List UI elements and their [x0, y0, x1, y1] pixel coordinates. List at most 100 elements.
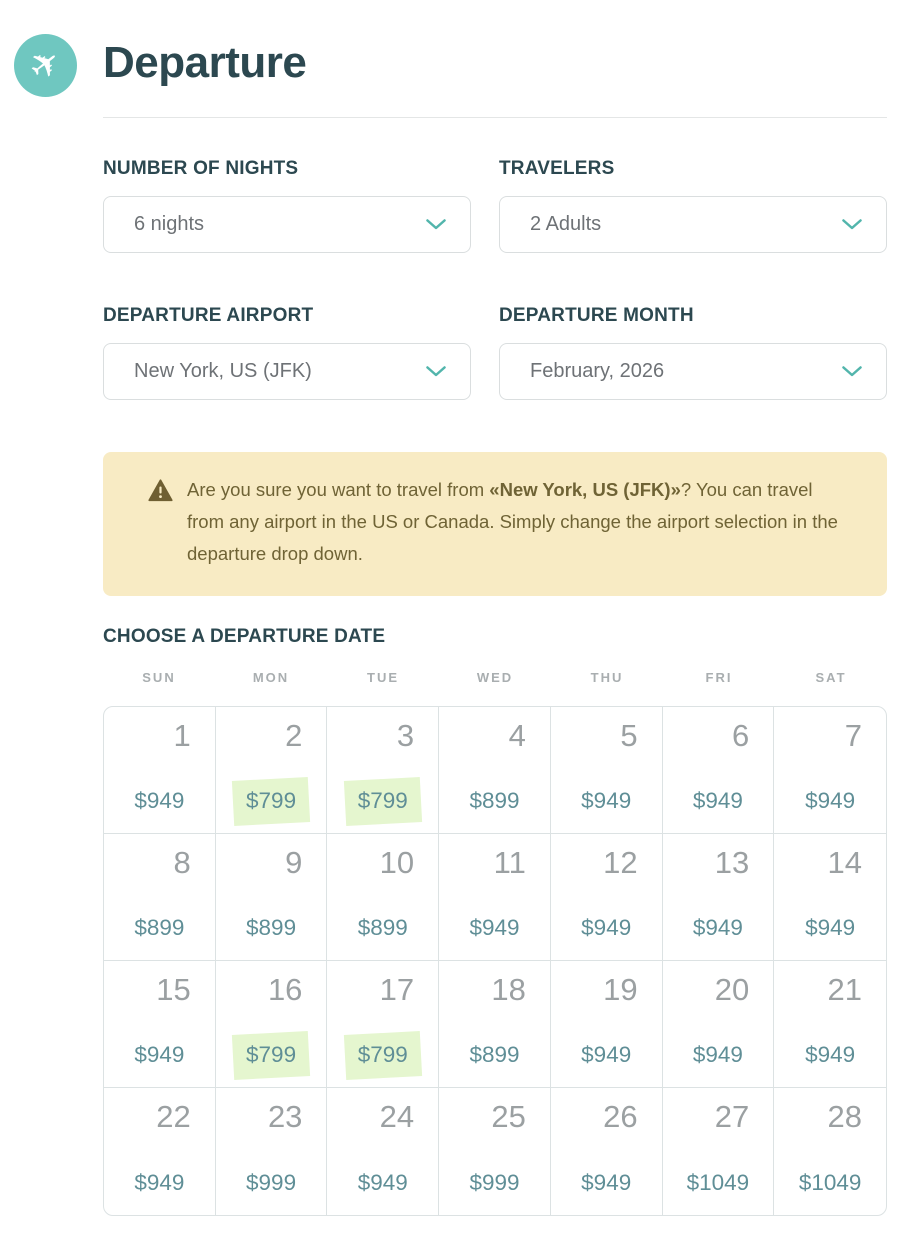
cell-date: 5: [620, 718, 638, 753]
cell-price: $949: [134, 789, 184, 813]
calendar-cell[interactable]: 12 $949: [550, 834, 663, 961]
price-text: $949: [692, 1042, 743, 1067]
price-text: $949: [805, 915, 856, 940]
price-text: $949: [805, 1042, 856, 1067]
cell-price: $799: [343, 777, 422, 826]
cell-price: $899: [469, 789, 519, 813]
cell-date: 22: [156, 1099, 191, 1134]
cell-price: $999: [246, 1171, 296, 1195]
price-text: $1049: [686, 1170, 750, 1195]
cell-price: $949: [693, 916, 743, 940]
calendar-cell[interactable]: 6 $949: [662, 707, 775, 834]
cell-date: 26: [603, 1099, 638, 1134]
day-header-wed: WED: [476, 670, 514, 685]
price-text: $949: [357, 1170, 408, 1195]
travelers-select-value: 2 Adults: [530, 213, 602, 235]
price-text: $999: [469, 1170, 520, 1195]
cell-price: $899: [358, 916, 408, 940]
day-header-sun: SUN: [142, 670, 176, 685]
price-text: $799: [246, 1042, 297, 1067]
calendar-cell[interactable]: 15 $949: [104, 961, 216, 1088]
warning-airport-bold: «New York, US (JFK)»: [489, 479, 681, 500]
price-text: $949: [134, 1170, 185, 1195]
calendar-cell[interactable]: 14 $949: [774, 834, 886, 961]
calendar-cell[interactable]: 23 $999: [216, 1088, 328, 1215]
nights-label: NUMBER OF NIGHTS: [103, 158, 299, 179]
cell-date: 3: [396, 718, 415, 753]
chevron-down-icon: [426, 366, 446, 377]
price-text: $799: [357, 788, 408, 813]
month-select-value: February, 2026: [530, 360, 665, 382]
travelers-select[interactable]: 2 Adults: [499, 196, 887, 253]
calendar-cell[interactable]: 19 $949: [550, 961, 663, 1088]
calendar-cell[interactable]: 16 $799: [215, 961, 328, 1088]
calendar-cell[interactable]: 2 $799: [215, 707, 328, 834]
calendar-cell[interactable]: 17 $799: [327, 961, 440, 1088]
calendar-cell[interactable]: 26 $949: [551, 1088, 663, 1215]
day-header-fri: FRI: [705, 670, 733, 685]
price-text: $799: [246, 788, 297, 813]
day-headers-row: SUN MON TUE WED THU FRI SAT: [103, 670, 887, 685]
cell-price: $949: [134, 1171, 184, 1195]
cell-price: $949: [581, 916, 631, 940]
cell-date: 19: [603, 972, 638, 1007]
calendar-cell[interactable]: 1 $949: [104, 707, 216, 834]
calendar-cell[interactable]: 10 $899: [327, 834, 440, 961]
field-number-of-nights: NUMBER OF NIGHTS 6 nights: [103, 158, 471, 253]
cell-date: 17: [379, 972, 415, 1007]
calendar-cell[interactable]: 27 $1049: [663, 1088, 775, 1215]
calendar-cell[interactable]: 20 $949: [662, 961, 775, 1088]
nights-select[interactable]: 6 nights: [103, 196, 471, 253]
nights-select-value: 6 nights: [134, 213, 205, 235]
price-text: $899: [134, 915, 185, 940]
cell-price: $949: [805, 789, 855, 813]
price-text: $949: [469, 915, 520, 940]
price-text: $999: [246, 1170, 297, 1195]
trip-options-form: NUMBER OF NIGHTS 6 nights TRAVELERS 2 Ad…: [103, 158, 887, 400]
calendar-cell[interactable]: 9 $899: [215, 834, 328, 961]
cell-price: $899: [246, 916, 296, 940]
cell-price: $1049: [687, 1171, 750, 1195]
calendar-cell[interactable]: 24 $949: [327, 1088, 440, 1215]
cell-date: 27: [714, 1099, 750, 1134]
price-text: $949: [134, 1042, 185, 1067]
travelers-label: TRAVELERS: [499, 158, 615, 179]
page-header: ✈ Departure: [0, 0, 924, 118]
calendar-cell[interactable]: 22 $949: [104, 1088, 216, 1215]
day-header-sat: SAT: [815, 670, 847, 685]
calendar-cell[interactable]: 8 $899: [104, 834, 216, 961]
airport-warning-banner: Are you sure you want to travel from «Ne…: [103, 452, 887, 596]
calendar-cell[interactable]: 3 $799: [327, 707, 440, 834]
cell-price: $949: [469, 916, 519, 940]
calendar-cell[interactable]: 25 $999: [439, 1088, 551, 1215]
price-text: $949: [692, 915, 743, 940]
warning-icon: [148, 479, 173, 507]
plane-icon: ✈: [14, 34, 77, 97]
calendar-cell[interactable]: 18 $899: [439, 961, 551, 1088]
cell-date: 20: [714, 972, 750, 1007]
calendar-cell[interactable]: 4 $899: [439, 707, 551, 834]
month-label: DEPARTURE MONTH: [499, 305, 694, 326]
price-text: $949: [692, 788, 743, 813]
cell-date: 1: [173, 718, 191, 753]
calendar-cell[interactable]: 21 $949: [774, 961, 886, 1088]
cell-price: $949: [581, 1043, 631, 1067]
cell-date: 23: [267, 1099, 303, 1134]
calendar-cell[interactable]: 7 $949: [774, 707, 886, 834]
chevron-down-icon: [842, 366, 862, 377]
field-departure-airport: DEPARTURE AIRPORT New York, US (JFK): [103, 305, 471, 400]
price-text: $899: [469, 1042, 520, 1067]
calendar-cell[interactable]: 28 $1049: [774, 1088, 886, 1215]
price-text: $949: [805, 788, 856, 813]
cell-price: $949: [805, 1043, 855, 1067]
cell-price: $949: [581, 789, 631, 813]
cell-date: 21: [827, 972, 862, 1007]
calendar-cell[interactable]: 5 $949: [550, 707, 663, 834]
cell-date: 2: [285, 718, 303, 753]
airport-select[interactable]: New York, US (JFK): [103, 343, 471, 400]
cell-date: 14: [827, 845, 862, 880]
month-select[interactable]: February, 2026: [499, 343, 887, 400]
calendar-cell[interactable]: 13 $949: [662, 834, 775, 961]
chevron-down-icon: [426, 219, 446, 230]
calendar-cell[interactable]: 11 $949: [439, 834, 551, 961]
